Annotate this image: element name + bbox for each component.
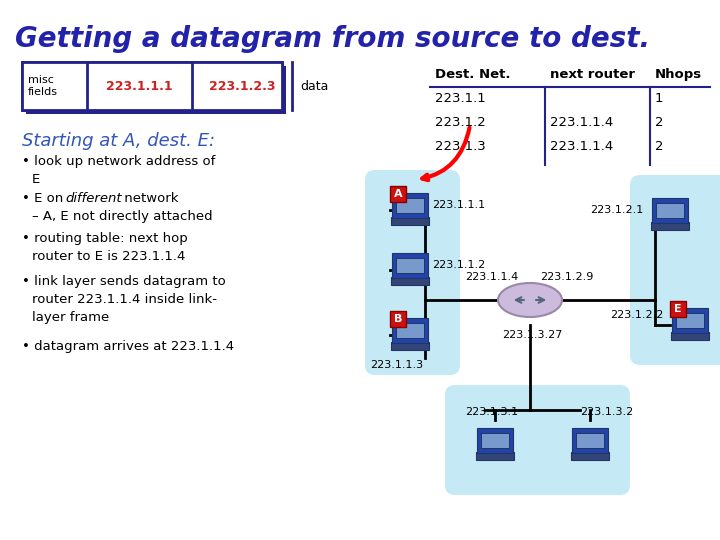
Text: B: B bbox=[394, 314, 402, 324]
Text: misc
fields: misc fields bbox=[28, 75, 58, 97]
Text: E: E bbox=[32, 173, 40, 186]
Text: next router: next router bbox=[550, 68, 635, 81]
FancyBboxPatch shape bbox=[671, 332, 709, 340]
Text: Starting at A, dest. E:: Starting at A, dest. E: bbox=[22, 132, 215, 150]
Text: Nhops: Nhops bbox=[655, 68, 702, 81]
FancyBboxPatch shape bbox=[396, 198, 423, 213]
Text: • E on: • E on bbox=[22, 192, 68, 205]
Text: 223.1.1: 223.1.1 bbox=[435, 92, 486, 105]
Text: data: data bbox=[300, 79, 328, 92]
Text: 1: 1 bbox=[655, 92, 664, 105]
Text: 223.1.2.2: 223.1.2.2 bbox=[610, 310, 663, 320]
Text: – A, E not directly attached: – A, E not directly attached bbox=[32, 210, 212, 223]
Text: 2: 2 bbox=[655, 116, 664, 129]
Text: 223.1.1.1: 223.1.1.1 bbox=[432, 200, 485, 210]
FancyBboxPatch shape bbox=[572, 428, 608, 453]
FancyBboxPatch shape bbox=[391, 277, 429, 285]
Text: 223.1.3: 223.1.3 bbox=[435, 140, 486, 153]
FancyBboxPatch shape bbox=[26, 66, 286, 114]
Text: 223.1.3.1: 223.1.3.1 bbox=[465, 407, 518, 417]
Text: different: different bbox=[65, 192, 122, 205]
Text: 223.1.1.4: 223.1.1.4 bbox=[550, 140, 613, 153]
FancyBboxPatch shape bbox=[576, 433, 603, 448]
FancyBboxPatch shape bbox=[365, 170, 460, 375]
Text: • datagram arrives at 223.1.1.4: • datagram arrives at 223.1.1.4 bbox=[22, 340, 234, 353]
Text: E: E bbox=[675, 303, 682, 314]
FancyBboxPatch shape bbox=[481, 433, 509, 448]
FancyBboxPatch shape bbox=[22, 62, 282, 110]
Text: • link layer sends datagram to: • link layer sends datagram to bbox=[22, 275, 226, 288]
Text: 223.1.1.3: 223.1.1.3 bbox=[370, 360, 423, 370]
FancyBboxPatch shape bbox=[390, 186, 406, 202]
FancyBboxPatch shape bbox=[396, 323, 423, 338]
FancyBboxPatch shape bbox=[477, 428, 513, 453]
FancyBboxPatch shape bbox=[630, 175, 720, 365]
FancyBboxPatch shape bbox=[670, 301, 686, 317]
Text: 223.1.1.2: 223.1.1.2 bbox=[432, 260, 485, 270]
Text: 2: 2 bbox=[655, 140, 664, 153]
FancyBboxPatch shape bbox=[657, 202, 684, 218]
FancyBboxPatch shape bbox=[651, 222, 689, 230]
FancyBboxPatch shape bbox=[672, 308, 708, 333]
Text: 223.1.2: 223.1.2 bbox=[435, 116, 486, 129]
Text: 223.1.1.1: 223.1.1.1 bbox=[106, 79, 172, 92]
Text: router to E is 223.1.1.4: router to E is 223.1.1.4 bbox=[32, 250, 185, 263]
Text: 223.1.2.3: 223.1.2.3 bbox=[209, 79, 275, 92]
Text: A: A bbox=[394, 189, 402, 199]
Text: 223.1.1.4: 223.1.1.4 bbox=[465, 272, 518, 282]
FancyBboxPatch shape bbox=[390, 310, 406, 327]
Text: 223.1.1.4: 223.1.1.4 bbox=[550, 116, 613, 129]
Text: 223.1.3.2: 223.1.3.2 bbox=[580, 407, 634, 417]
Text: 223.1.3.27: 223.1.3.27 bbox=[502, 330, 562, 340]
Text: • routing table: next hop: • routing table: next hop bbox=[22, 232, 188, 245]
FancyBboxPatch shape bbox=[22, 62, 282, 110]
Text: • look up network address of: • look up network address of bbox=[22, 155, 215, 168]
Text: router 223.1.1.4 inside link-: router 223.1.1.4 inside link- bbox=[32, 293, 217, 306]
Text: network: network bbox=[120, 192, 179, 205]
FancyBboxPatch shape bbox=[571, 452, 609, 460]
FancyBboxPatch shape bbox=[392, 193, 428, 218]
Text: layer frame: layer frame bbox=[32, 311, 109, 324]
Text: 223.1.2.1: 223.1.2.1 bbox=[590, 205, 643, 215]
FancyBboxPatch shape bbox=[676, 313, 703, 328]
FancyBboxPatch shape bbox=[391, 342, 429, 350]
FancyBboxPatch shape bbox=[392, 253, 428, 278]
FancyBboxPatch shape bbox=[396, 258, 423, 273]
FancyBboxPatch shape bbox=[392, 319, 428, 342]
Text: Getting a datagram from source to dest.: Getting a datagram from source to dest. bbox=[15, 25, 650, 53]
FancyBboxPatch shape bbox=[652, 198, 688, 222]
Text: 223.1.2.9: 223.1.2.9 bbox=[540, 272, 593, 282]
FancyBboxPatch shape bbox=[391, 217, 429, 225]
FancyBboxPatch shape bbox=[445, 385, 630, 495]
FancyBboxPatch shape bbox=[476, 452, 514, 460]
Ellipse shape bbox=[498, 283, 562, 317]
Text: Dest. Net.: Dest. Net. bbox=[435, 68, 510, 81]
